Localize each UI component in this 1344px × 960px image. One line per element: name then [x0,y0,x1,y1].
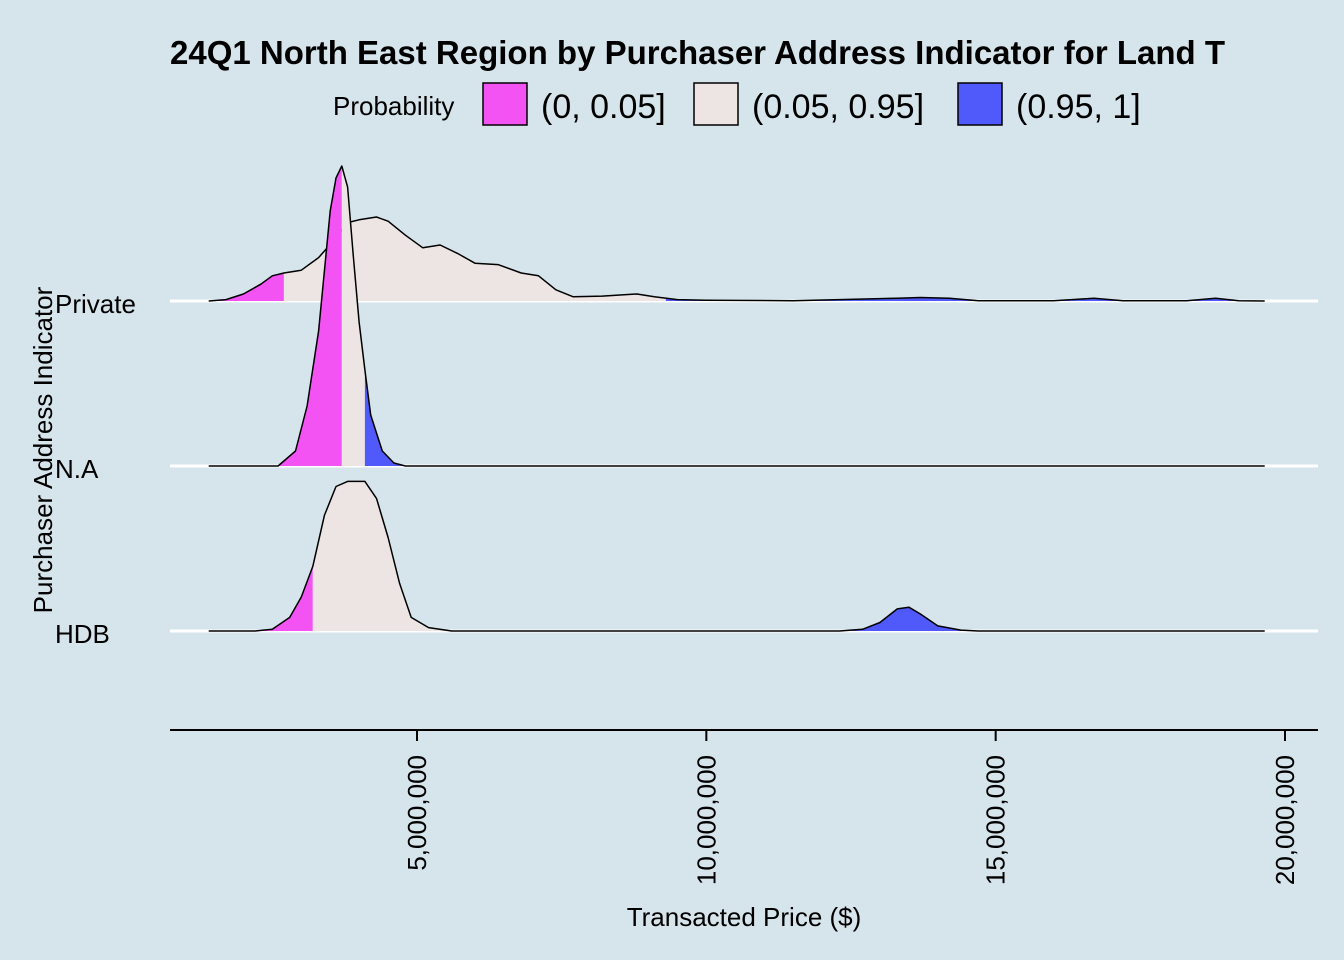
legend-title: Probability [333,91,454,121]
ridge-fill-mid-na [341,166,365,466]
legend-swatch-low [482,82,528,126]
ridge-fill-mid-hdb [312,481,851,631]
x-tick-label: 10,000,000 [691,755,721,885]
ridge-fill-mid-private [283,217,666,301]
ridges-layer [170,165,1318,633]
ridge-outline-hdb [208,480,1265,632]
ridge-outline-na [208,165,1265,467]
legend-label-high: (0.95, 1] [1016,88,1141,126]
x-tick-label: 5,000,000 [402,755,432,871]
x-ticks: 5,000,000 10,000,000 15,000,000 20,000,000 [402,730,1300,885]
category-label-private: Private [55,289,136,319]
ridge-fill-low-private [208,273,284,301]
legend-label-mid: (0.05, 0.95] [752,88,924,126]
chart-title: 24Q1 North East Region by Purchaser Addr… [170,34,1225,71]
legend-swatch-high [957,82,1003,126]
ridge-outline-private [208,216,1265,302]
ridge-fill-high-na [364,370,1265,466]
ridge-fill-low-hdb [208,566,313,631]
legend: Probability (0, 0.05] (0.05, 0.95] (0.95… [333,82,1141,126]
x-axis: 5,000,000 10,000,000 15,000,000 20,000,000 [170,729,1318,885]
ridge-fill-low-na [208,166,342,466]
category-label-hdb: HDB [55,619,110,649]
ridge-fill-high-hdb [851,607,1265,631]
x-axis-label: Transacted Price ($) [627,902,862,932]
legend-label-low: (0, 0.05] [541,88,666,126]
x-tick-label: 20,000,000 [1270,755,1300,885]
legend-swatch-mid [693,82,739,126]
category-labels: Private N.A HDB [55,289,136,649]
x-tick-label: 15,000,000 [981,755,1011,885]
category-label-na: N.A [55,454,99,484]
y-axis-label: Purchaser Address Indicator [28,286,58,613]
